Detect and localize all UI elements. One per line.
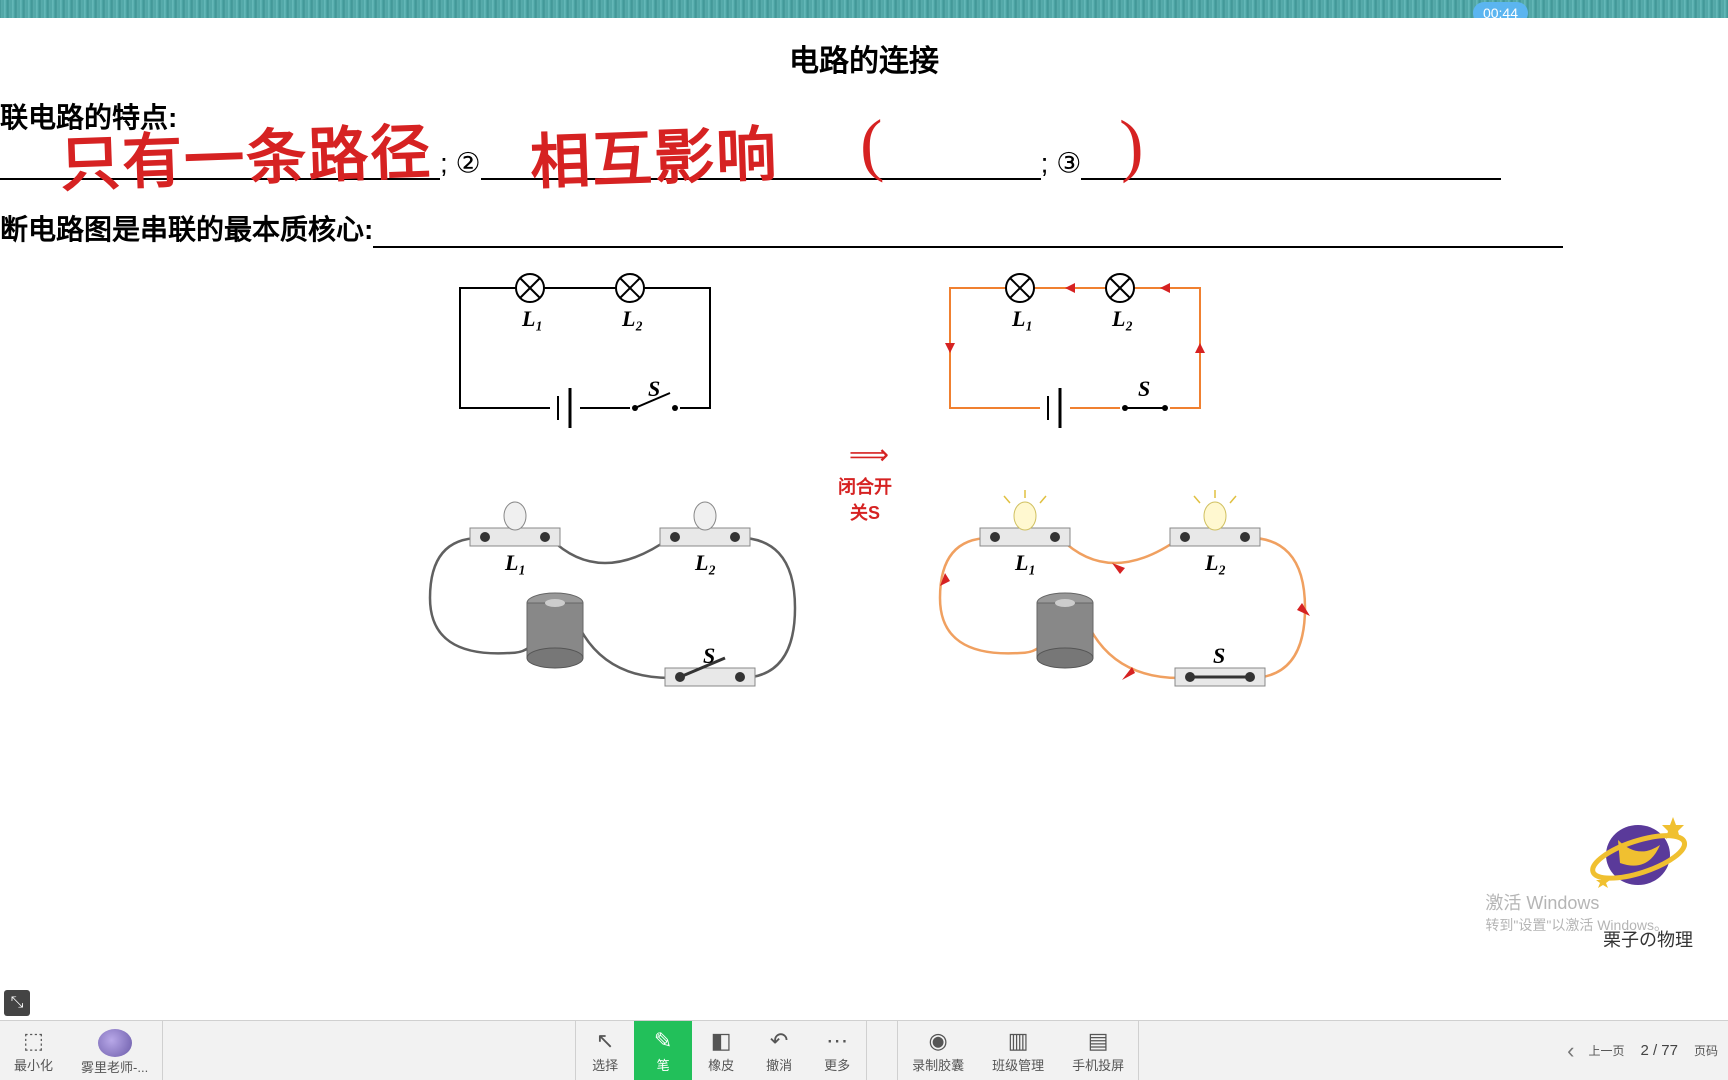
eraser-icon: ◧ bbox=[711, 1027, 732, 1055]
circuit-diagrams: L₁ L₂ S L₁ L₂ bbox=[440, 268, 1400, 728]
handwriting-paren-r: ) bbox=[1119, 106, 1145, 187]
svg-text:L₂: L₂ bbox=[1111, 306, 1133, 331]
svg-text:L₁: L₁ bbox=[504, 550, 526, 575]
page-title: 电路的连接 bbox=[0, 18, 1728, 80]
prev-page-label: 上一页 bbox=[1588, 1042, 1624, 1059]
page-indicator[interactable]: 2 / 77 bbox=[1632, 1042, 1686, 1059]
prev-page-button[interactable]: ‹ bbox=[1561, 1038, 1580, 1064]
handwriting-2: 相互影响 bbox=[529, 106, 780, 202]
minimize-corner-button[interactable]: ⤡ bbox=[4, 990, 30, 1016]
pictorial-closed: L₁ L₂ S bbox=[910, 478, 1310, 708]
prompt-line-2: 断电路图是串联的最本质核心: bbox=[0, 208, 1563, 248]
undo-icon: ↶ bbox=[770, 1027, 788, 1055]
schematic-open: L₁ L₂ S bbox=[440, 268, 730, 428]
brand-text: 栗子の物理 bbox=[1603, 926, 1693, 952]
cast-icon: ▤ bbox=[1088, 1027, 1109, 1055]
handwriting-paren-l: ( bbox=[859, 106, 885, 187]
class-button[interactable]: ▥班级管理 bbox=[978, 1021, 1058, 1080]
svg-text:L₁: L₁ bbox=[1014, 550, 1036, 575]
handwriting-1: 只有一条路径 bbox=[59, 104, 434, 204]
planet-logo bbox=[1588, 805, 1688, 895]
record-button[interactable]: ◉录制胶囊 bbox=[898, 1021, 978, 1080]
transition-arrow: ⟹ 闭合开关S bbox=[830, 438, 900, 525]
window-top-texture bbox=[0, 0, 1728, 18]
select-button[interactable]: ↖选择 bbox=[576, 1021, 634, 1080]
svg-text:L₂: L₂ bbox=[694, 550, 716, 575]
whiteboard-canvas[interactable]: 电路的连接 联电路的特点: ; ②; ③ 断电路图是串联的最本质核心: 只有一条… bbox=[0, 18, 1728, 1020]
more-button[interactable]: ⋯更多 bbox=[808, 1021, 866, 1080]
svg-text:S: S bbox=[1213, 643, 1225, 668]
svg-text:L₂: L₂ bbox=[1204, 550, 1226, 575]
svg-text:L₁: L₁ bbox=[1011, 306, 1033, 331]
svg-text:S: S bbox=[703, 643, 715, 668]
svg-text:L₂: L₂ bbox=[621, 306, 643, 331]
minimize-icon: ⬚ bbox=[23, 1027, 44, 1055]
schematic-closed: L₁ L₂ S bbox=[930, 268, 1220, 428]
bottom-toolbar: ⬚ 最小化 雾里老师-... ↖选择✎笔◧橡皮↶撤消⋯更多 ◉录制胶囊▥班级管理… bbox=[0, 1020, 1728, 1080]
record-icon: ◉ bbox=[929, 1027, 948, 1055]
svg-text:S: S bbox=[1138, 376, 1150, 401]
cast-button[interactable]: ▤手机投屏 bbox=[1058, 1021, 1138, 1080]
more-icon: ⋯ bbox=[826, 1027, 848, 1055]
svg-text:L₁: L₁ bbox=[521, 306, 543, 331]
pen-button[interactable]: ✎笔 bbox=[634, 1021, 692, 1080]
svg-text:S: S bbox=[648, 376, 660, 401]
pictorial-open: L₁ L₂ S bbox=[400, 478, 800, 708]
teacher-avatar-button[interactable]: 雾里老师-... bbox=[67, 1021, 162, 1080]
minimize-button[interactable]: ⬚ 最小化 bbox=[0, 1021, 67, 1080]
avatar-icon bbox=[98, 1029, 132, 1057]
eraser-button[interactable]: ◧橡皮 bbox=[692, 1021, 750, 1080]
select-icon: ↖ bbox=[596, 1027, 614, 1055]
pen-icon: ✎ bbox=[654, 1027, 672, 1055]
undo-button[interactable]: ↶撤消 bbox=[750, 1021, 808, 1080]
pagenum-label: 页码 bbox=[1694, 1042, 1718, 1059]
class-icon: ▥ bbox=[1008, 1027, 1029, 1055]
